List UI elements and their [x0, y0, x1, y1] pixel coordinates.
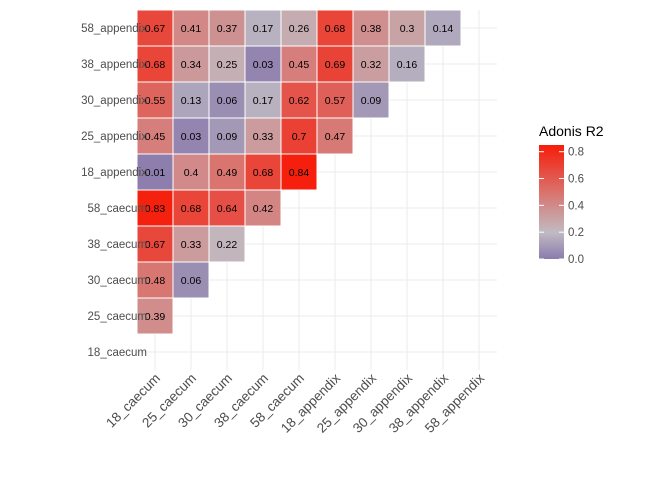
cell-value-label: 0.22 [217, 239, 238, 251]
cell-value-label: 0.49 [217, 167, 238, 179]
cell-value-label: 0.68 [181, 203, 202, 215]
heatmap-cell [280, 9, 318, 47]
y-tick-label: 25_appendix [81, 131, 147, 143]
cell-value-label: 0.68 [145, 59, 166, 71]
y-axis-tick-labels: 18_caecum 25_caecum 30_caecum 38_caecum 58_c… [81, 23, 147, 359]
cell-value-label: 0.37 [217, 23, 238, 35]
cell-value-label: 0.09 [217, 131, 238, 143]
cell-value-label: 0.45 [145, 131, 166, 143]
cell-value-label: 0.06 [217, 95, 238, 107]
colorbar-tick-label: 0.4 [568, 200, 585, 212]
heatmap-cell [244, 117, 282, 155]
heatmap-cell [352, 45, 390, 83]
cell-value-label: 0.68 [253, 167, 274, 179]
heatmap-cell [280, 117, 318, 155]
cell-value-label: 0.3 [400, 23, 415, 35]
colorbar-tick-label: 0.2 [568, 227, 584, 239]
cell-value-label: 0.16 [397, 59, 418, 71]
cell-value-label: 0.38 [361, 23, 382, 35]
heatmap-cell [172, 117, 210, 155]
heatmap-cell [244, 189, 282, 227]
cell-value-label: 0.33 [253, 131, 274, 143]
cell-value-label: 0.45 [289, 59, 310, 71]
colorbar [539, 145, 564, 259]
cell-value-label: 0.33 [181, 239, 202, 251]
cell-value-label: 0.25 [217, 59, 238, 71]
cell-value-label: 0.57 [325, 95, 346, 107]
heatmap-cell [172, 81, 210, 119]
x-axis-tick-labels: 18_caecum25_caecum30_caecum38_caecum58_c… [103, 370, 487, 435]
y-tick-label: 18_caecum [88, 347, 147, 359]
legend-title: Adonis R2 [539, 123, 604, 139]
cell-value-label: 0.42 [253, 203, 274, 215]
heatmap-cell [136, 81, 174, 119]
heatmap-cell [388, 45, 426, 83]
heatmap-cell [208, 45, 246, 83]
cell-value-label: 0.06 [181, 275, 202, 287]
heatmap-cell [280, 153, 318, 191]
cell-value-label: 0.48 [145, 275, 166, 287]
heatmap-cell [244, 45, 282, 83]
cell-value-label: 0.09 [361, 95, 382, 107]
cell-value-label: 0.83 [145, 203, 166, 215]
y-tick-label: 25_caecum [88, 311, 147, 323]
y-tick-label: 38_caecum [88, 239, 147, 251]
heatmap-cell [280, 45, 318, 83]
y-tick-label: 38_appendix [81, 59, 147, 71]
heatmap-cell [208, 225, 246, 263]
cell-value-label: 0.69 [325, 59, 346, 71]
cell-value-label: 0.03 [181, 131, 202, 143]
cell-value-label: 0.67 [145, 23, 166, 35]
cell-value-label: 0.17 [253, 95, 274, 107]
heatmap-cell [136, 45, 174, 83]
heatmap-cell [316, 117, 354, 155]
heatmap-cell [352, 81, 390, 119]
y-tick-label: 58_appendix [81, 23, 147, 35]
cell-value-label: 0.4 [184, 167, 199, 179]
cell-value-label: 0.67 [145, 239, 166, 251]
heatmap-cell [352, 9, 390, 47]
heatmap-cell [316, 9, 354, 47]
colorbar-tick-label: 0.8 [568, 147, 584, 159]
color-legend: Adonis R2 0.0 0.2 0.4 0.6 0.8 [539, 123, 604, 266]
heatmap-cell [136, 9, 174, 47]
y-tick-label: 30_caecum [88, 275, 147, 287]
cell-value-label: 0.55 [145, 95, 166, 107]
colorbar-tick-label: 0.0 [568, 254, 584, 266]
heatmap-cell [172, 261, 210, 299]
cell-value-label: 0.01 [145, 167, 166, 179]
cell-value-label: 0.7 [292, 131, 307, 143]
y-tick-label: 58_caecum [88, 203, 147, 215]
y-tick-label: 30_appendix [81, 95, 147, 107]
cell-value-label: 0.62 [289, 95, 310, 107]
heatmap-cell [316, 81, 354, 119]
heatmap-cell [136, 297, 174, 335]
cell-value-label: 0.13 [181, 95, 202, 107]
cell-value-label: 0.17 [253, 23, 274, 35]
cell-value-label: 0.41 [181, 23, 202, 35]
heatmap-cell [136, 261, 174, 299]
cell-value-label: 0.03 [253, 59, 274, 71]
heatmap-cell [136, 225, 174, 263]
cell-value-label: 0.84 [289, 167, 310, 179]
colorbar-tick-label: 0.6 [568, 174, 584, 186]
cell-value-label: 0.34 [181, 59, 202, 71]
cell-value-label: 0.68 [325, 23, 346, 35]
cell-value-label: 0.47 [325, 131, 346, 143]
y-tick-label: 18_appendix [81, 167, 147, 179]
cell-value-label: 0.64 [217, 203, 238, 215]
cell-value-label: 0.39 [145, 311, 166, 323]
cell-value-label: 0.32 [361, 59, 382, 71]
cell-value-label: 0.26 [289, 23, 310, 35]
colorbar-ticks: 0.0 0.2 0.4 0.6 0.8 [539, 147, 585, 266]
heatmap-cell [424, 9, 462, 47]
heatmap-cells: 0.39 0.48 0.67 0.83 0.01 0.45 0.55 0.68 0.67 0.06… [136, 9, 462, 335]
heatmap-cell [136, 189, 174, 227]
heatmap-cell [244, 153, 282, 191]
cell-value-label: 0.14 [433, 23, 454, 35]
